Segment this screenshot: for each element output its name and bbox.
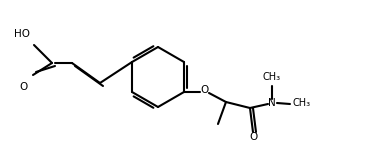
Text: O: O	[250, 132, 258, 142]
Text: O: O	[201, 85, 209, 95]
Text: CH₃: CH₃	[293, 98, 311, 108]
Text: O: O	[20, 82, 28, 92]
Text: HO: HO	[14, 29, 30, 39]
Text: N: N	[268, 98, 276, 108]
Text: CH₃: CH₃	[263, 72, 281, 82]
